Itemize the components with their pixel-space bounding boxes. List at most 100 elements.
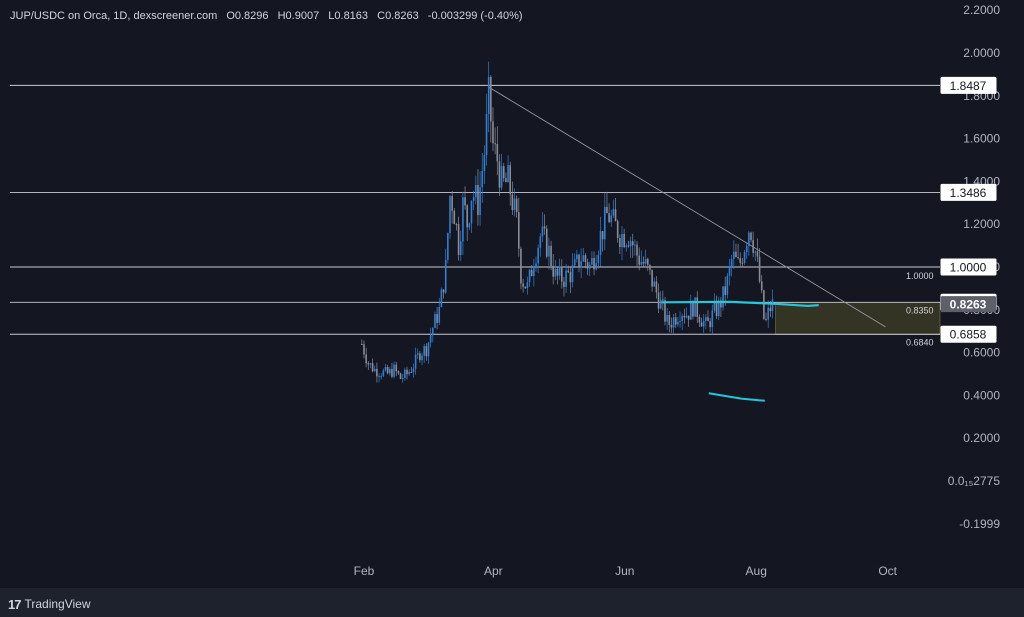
- candle-body: [657, 292, 660, 309]
- level-price-tag: 0.6858: [950, 328, 987, 342]
- candle-body: [655, 281, 658, 293]
- target-zone: [775, 302, 941, 335]
- candle-body: [705, 317, 707, 321]
- high-value: 0.9007: [285, 10, 320, 22]
- candle-body: [552, 265, 554, 277]
- candle-body: [380, 375, 382, 377]
- candle-body: [711, 310, 714, 328]
- candle-body: [464, 197, 466, 206]
- candle-body: [702, 320, 705, 327]
- level-small-label: 0.8350: [906, 305, 934, 315]
- y-tick-label: 2.0000: [963, 46, 1000, 60]
- candle-body: [629, 241, 632, 247]
- candle-body: [371, 363, 374, 372]
- candle-body: [474, 185, 477, 198]
- zone-low-label: 0.6840: [906, 338, 934, 348]
- candle-body: [758, 256, 761, 282]
- candle-body: [573, 259, 576, 266]
- candle-body: [444, 259, 447, 293]
- candle-body: [722, 286, 724, 308]
- candle-body: [468, 223, 471, 228]
- candle-body: [451, 196, 453, 211]
- candle-body: [580, 261, 582, 268]
- low-key: L: [328, 10, 335, 22]
- candle-body: [754, 251, 757, 253]
- candle-body: [431, 328, 434, 336]
- candle-body: [748, 232, 750, 247]
- candle-body: [490, 77, 492, 122]
- candle-body: [565, 270, 567, 287]
- candle-body: [447, 233, 449, 260]
- candle-body: [642, 261, 645, 264]
- candle-body: [612, 209, 615, 216]
- lower-projection-line: [708, 392, 765, 402]
- moving-average-layer: [661, 300, 819, 402]
- candle-body: [638, 255, 640, 265]
- candle-body: [601, 231, 604, 240]
- candle-body: [507, 165, 509, 183]
- candle-body: [578, 254, 580, 268]
- level-price-tag: 1.0000: [950, 261, 987, 275]
- candle-body: [393, 364, 395, 377]
- candle-body: [683, 315, 686, 318]
- candle-body: [743, 252, 746, 263]
- candle-body: [771, 299, 774, 312]
- y-tick-label: 1.6000: [963, 132, 1000, 146]
- trendline-layer: [488, 86, 886, 328]
- candle-body: [662, 299, 664, 301]
- candle-body: [745, 246, 748, 253]
- candle-body: [709, 321, 711, 328]
- candle-body: [750, 232, 752, 241]
- candle-body: [505, 178, 507, 183]
- candle-body: [462, 197, 464, 242]
- chart-header: JUP/USDC on Orca, 1D, dexscreener.com O0…: [10, 10, 523, 22]
- level-price-tag-bg: [940, 325, 997, 343]
- candle-body: [664, 300, 666, 322]
- tradingview-brand[interactable]: 17 TradingView: [8, 594, 91, 614]
- x-tick-label: Aug: [746, 564, 767, 578]
- candle-body: [679, 320, 681, 322]
- candle-body: [457, 224, 460, 256]
- candle-body: [438, 306, 441, 323]
- candle-body: [515, 198, 518, 213]
- trendline: [488, 86, 886, 328]
- candle-body: [698, 316, 701, 323]
- candle-body: [528, 269, 531, 283]
- candle-body: [556, 268, 559, 276]
- close-value: 0.8263: [385, 10, 419, 22]
- tradingview-label: TradingView: [24, 597, 91, 611]
- candle-body: [614, 209, 617, 222]
- candle-body: [653, 281, 656, 287]
- candle-body: [509, 165, 511, 195]
- high-key: H: [277, 10, 286, 22]
- candle-body: [763, 290, 765, 319]
- candle-body: [674, 317, 677, 325]
- candle-body: [517, 212, 520, 249]
- candle-body: [563, 281, 565, 287]
- candle-body: [477, 185, 479, 216]
- candle-body: [453, 210, 456, 225]
- candle-body: [382, 370, 385, 376]
- candle-body: [412, 368, 415, 373]
- candle-body: [737, 257, 739, 259]
- candle-body: [672, 317, 675, 328]
- candle-body: [404, 369, 406, 379]
- candle-body: [543, 226, 546, 229]
- candle-body: [732, 251, 735, 259]
- bottom-bar: [0, 588, 1024, 617]
- candle-body: [436, 314, 438, 323]
- candle-body: [610, 215, 613, 223]
- candle-body: [485, 113, 488, 155]
- candle-body: [726, 275, 729, 295]
- candle-body: [376, 368, 378, 377]
- candle-body: [440, 289, 443, 307]
- candle-body: [520, 248, 522, 284]
- candle-body: [535, 263, 537, 269]
- candle-body: [500, 166, 503, 188]
- candle-body: [423, 346, 425, 356]
- candle-body: [399, 373, 402, 379]
- candle-body: [730, 258, 733, 267]
- candle-body: [586, 261, 589, 269]
- candle-body: [395, 364, 398, 372]
